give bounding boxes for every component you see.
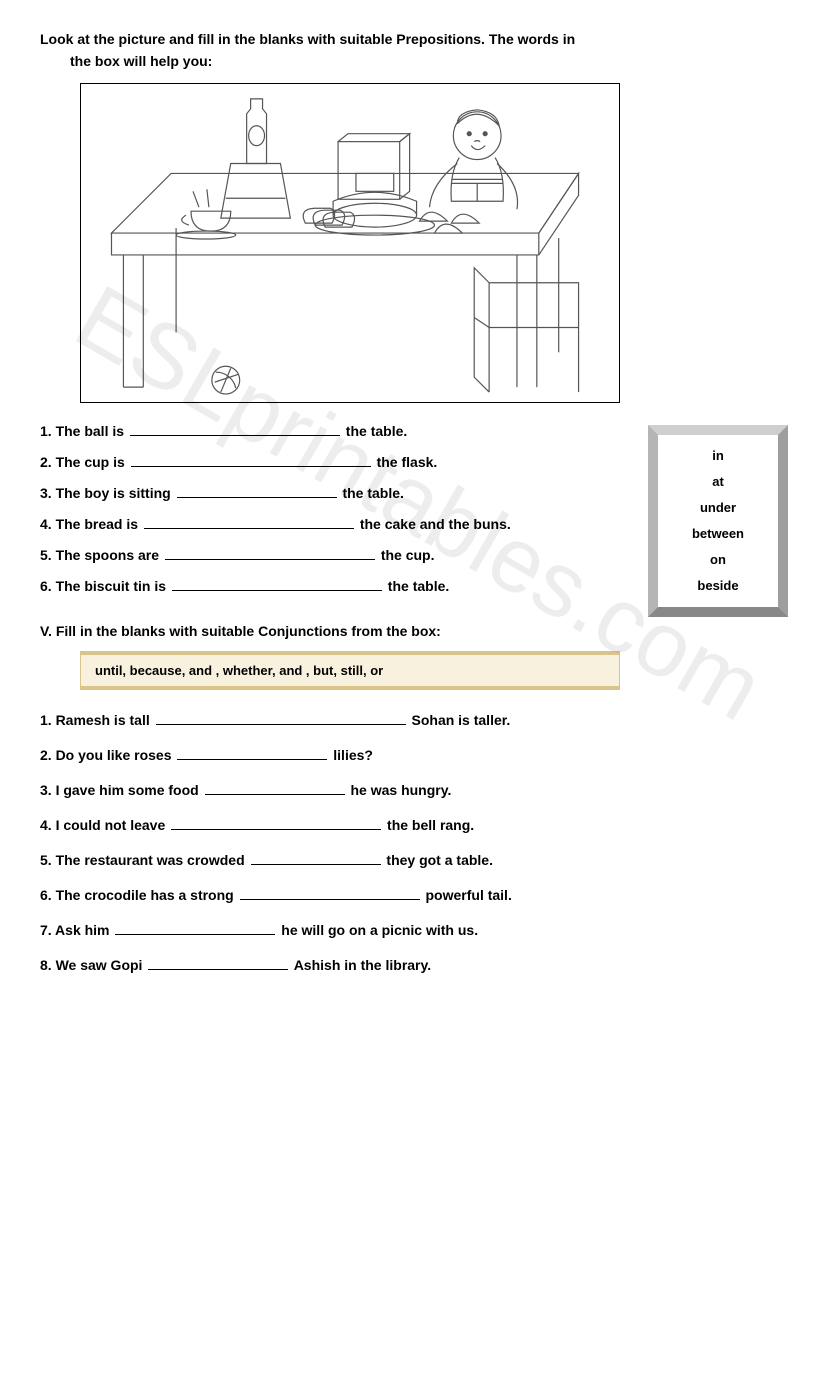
conjunctions-word-box: until, because, and , whether, and , but… <box>80 651 620 690</box>
q-text: the flask. <box>373 454 438 470</box>
blank-line[interactable] <box>172 577 382 591</box>
conj-question-4: 4. I could not leave the bell rang. <box>40 815 798 836</box>
q-text: 2. The cup is <box>40 454 129 470</box>
conj-question-6: 6. The crocodile has a strong powerful t… <box>40 885 798 906</box>
prep-question-3: 3. The boy is sitting the table. <box>40 483 640 504</box>
conj-question-8: 8. We saw Gopi Ashish in the library. <box>40 955 798 976</box>
q-text: Sohan is taller. <box>408 712 511 728</box>
word-box-item: under <box>658 495 778 521</box>
conj-question-7: 7. Ask him he will go on a picnic with u… <box>40 920 798 941</box>
picture-frame <box>80 83 620 403</box>
conj-question-1: 1. Ramesh is tall Sohan is taller. <box>40 710 798 731</box>
prep-question-6: 6. The biscuit tin is the table. <box>40 576 640 597</box>
prep-question-1: 1. The ball is the table. <box>40 421 640 442</box>
q-text: 4. The bread is <box>40 516 142 532</box>
q-text: the cup. <box>377 547 435 563</box>
q-text: 5. The restaurant was crowded <box>40 852 249 868</box>
prep-question-5: 5. The spoons are the cup. <box>40 545 640 566</box>
worksheet-picture <box>80 83 798 403</box>
q-text: 6. The biscuit tin is <box>40 578 170 594</box>
word-box-item: at <box>658 469 778 495</box>
conj-question-2: 2. Do you like roses lilies? <box>40 745 798 766</box>
q-text: the table. <box>342 423 407 439</box>
q-text: the bell rang. <box>383 817 474 833</box>
blank-line[interactable] <box>130 422 340 436</box>
section-2-heading: V. Fill in the blanks with suitable Conj… <box>40 623 798 639</box>
blank-line[interactable] <box>165 546 375 560</box>
blank-line[interactable] <box>115 921 275 935</box>
word-box-item: beside <box>658 573 778 599</box>
q-text: Ashish in the library. <box>290 957 431 973</box>
q-text: they got a table. <box>383 852 493 868</box>
q-text: he was hungry. <box>347 782 452 798</box>
blank-line[interactable] <box>144 515 354 529</box>
q-text: 1. Ramesh is tall <box>40 712 154 728</box>
conj-question-3: 3. I gave him some food he was hungry. <box>40 780 798 801</box>
prepositions-word-box: in at under between on beside <box>648 425 788 617</box>
q-text: he will go on a picnic with us. <box>277 922 478 938</box>
q-text: 8. We saw Gopi <box>40 957 146 973</box>
instruction-line-1: Look at the picture and fill in the blan… <box>40 31 575 47</box>
q-text: 6. The crocodile has a strong <box>40 887 238 903</box>
blank-line[interactable] <box>171 816 381 830</box>
blank-line[interactable] <box>205 781 345 795</box>
q-text: 3. The boy is sitting <box>40 485 175 501</box>
instruction-text: Look at the picture and fill in the blan… <box>40 28 798 73</box>
blank-line[interactable] <box>251 851 381 865</box>
word-box-item: on <box>658 547 778 573</box>
q-text: the table. <box>384 578 449 594</box>
blank-line[interactable] <box>131 453 371 467</box>
q-text: 5. The spoons are <box>40 547 163 563</box>
q-text: the cake and the buns. <box>356 516 511 532</box>
q-text: 4. I could not leave <box>40 817 169 833</box>
prep-question-4: 4. The bread is the cake and the buns. <box>40 514 640 535</box>
blank-line[interactable] <box>177 746 327 760</box>
word-box-item: between <box>658 521 778 547</box>
q-text: the table. <box>339 485 404 501</box>
instruction-line-2: the box will help you: <box>40 53 212 69</box>
word-box-item: in <box>658 443 778 469</box>
blank-line[interactable] <box>148 956 288 970</box>
blank-line[interactable] <box>240 886 420 900</box>
q-text: 3. I gave him some food <box>40 782 203 798</box>
q-text: lilies? <box>329 747 373 763</box>
q-text: 2. Do you like roses <box>40 747 175 763</box>
prep-question-2: 2. The cup is the flask. <box>40 452 640 473</box>
blank-line[interactable] <box>156 711 406 725</box>
q-text: 7. Ask him <box>40 922 113 938</box>
blank-line[interactable] <box>177 484 337 498</box>
conj-question-5: 5. The restaurant was crowded they got a… <box>40 850 798 871</box>
q-text: 1. The ball is <box>40 423 128 439</box>
q-text: powerful tail. <box>422 887 512 903</box>
